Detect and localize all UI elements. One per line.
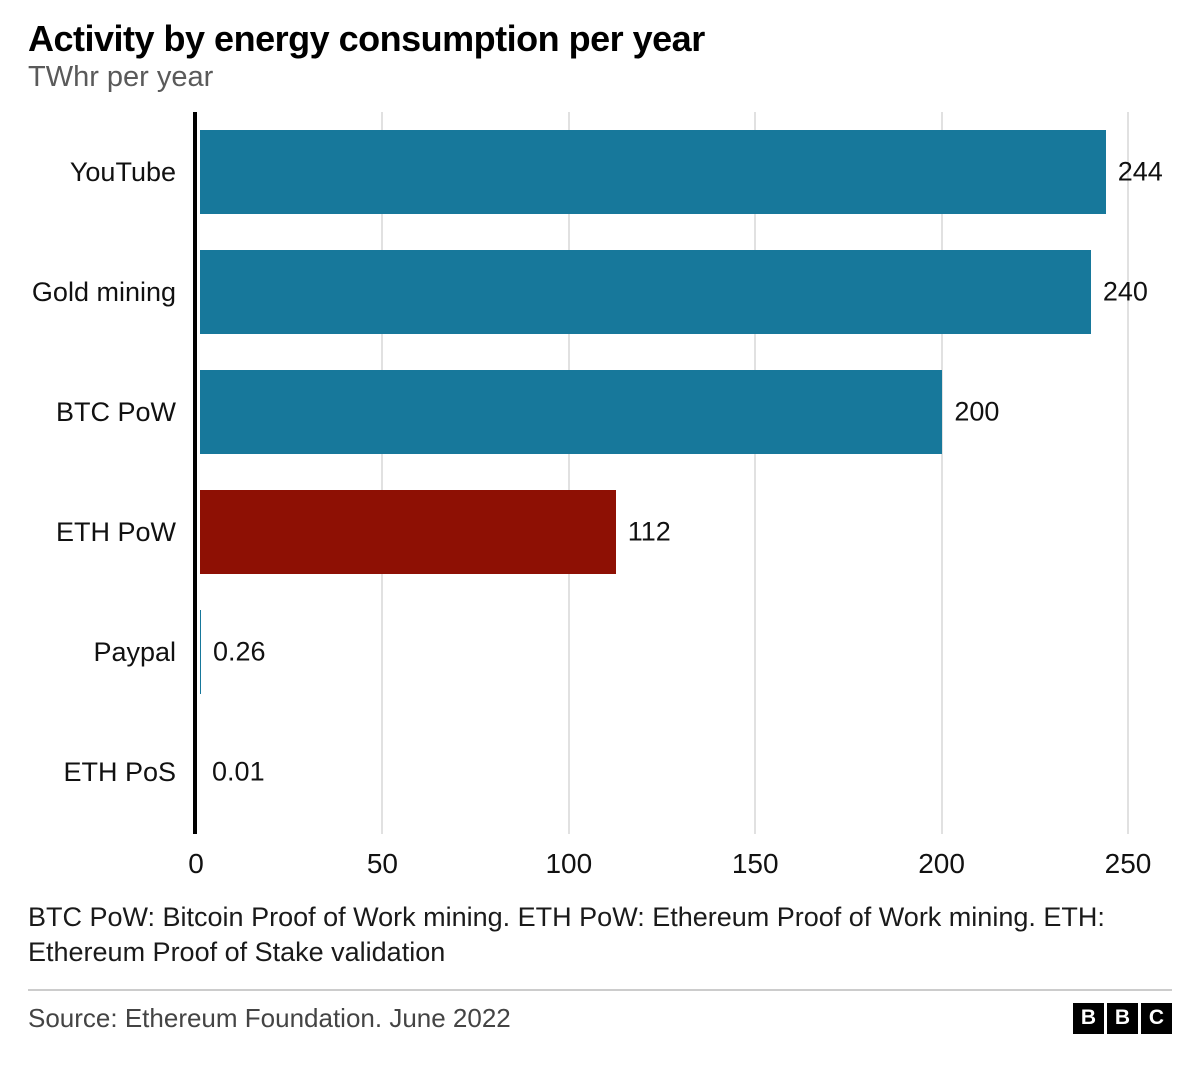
bar-track: 200 <box>200 352 1128 472</box>
gridline <box>381 112 384 835</box>
bar-chart: YouTube 244 Gold mining 240 BTC PoW 200 ETH Po… <box>28 112 1172 890</box>
bbc-logo: B B C <box>1073 1002 1172 1034</box>
bar-track: 240 <box>200 232 1148 352</box>
category-label: ETH PoS <box>63 756 176 787</box>
category-label: Paypal <box>93 636 176 667</box>
bar-track: 112 <box>200 472 1128 592</box>
x-tick-label: 50 <box>366 848 398 880</box>
value-label: 0.26 <box>212 636 266 667</box>
bbc-logo-letter: B <box>1107 1002 1138 1034</box>
bbc-logo-letter: C <box>1141 1002 1172 1034</box>
gridline <box>1127 112 1129 835</box>
bar <box>200 250 1091 335</box>
bar-track: 0.26 <box>200 592 1128 712</box>
y-axis-line <box>193 112 197 835</box>
value-label: 0.01 <box>212 756 265 787</box>
x-tick-label: 0 <box>188 848 204 880</box>
bar-row: BTC PoW 200 <box>28 352 1172 472</box>
bar-rows: YouTube 244 Gold mining 240 BTC PoW 200 ETH Po… <box>28 112 1172 832</box>
gridline <box>940 112 943 835</box>
gridline-layer <box>196 112 1129 835</box>
x-tick-label: 150 <box>731 848 779 880</box>
bar-track: 0.01 <box>200 712 1128 832</box>
category-label: BTC PoW <box>55 396 176 427</box>
bar <box>200 610 201 695</box>
bar-row: ETH PoW 112 <box>28 472 1172 592</box>
value-label: 240 <box>1102 276 1148 307</box>
value-label: 112 <box>627 516 671 547</box>
footer-divider <box>28 988 1172 991</box>
bar <box>200 130 1106 215</box>
chart-footnote: BTC PoW: Bitcoin Proof of Work mining. E… <box>28 902 1105 968</box>
x-tick-label: 250 <box>1104 848 1152 880</box>
source-text: Source: Ethereum Foundation. June 2022 <box>28 1002 511 1033</box>
category-label: Gold mining <box>31 276 176 307</box>
bar-row: Paypal 0.26 <box>28 592 1172 712</box>
category-label: YouTube <box>69 156 176 187</box>
bbc-logo-letter: B <box>1073 1002 1104 1034</box>
x-tick-label: 200 <box>918 848 965 880</box>
bar <box>200 370 943 455</box>
chart-title: Activity by energy consumption per year <box>28 18 705 59</box>
bar-row: ETH PoS 0.01 <box>28 712 1172 832</box>
bar <box>200 490 616 575</box>
source-row: Source: Ethereum Foundation. June 2022 B… <box>28 1002 1172 1034</box>
value-label: 244 <box>1117 156 1163 187</box>
category-label: ETH PoW <box>55 516 176 547</box>
bar-track: 244 <box>200 112 1163 232</box>
bar-row: YouTube 244 <box>28 112 1172 232</box>
gridline <box>567 112 570 835</box>
x-tick-label: 100 <box>545 848 593 880</box>
x-axis-ticks: 0 50 100 150 200 250 <box>188 842 1151 886</box>
value-label: 200 <box>954 396 1000 427</box>
gridline <box>754 112 757 835</box>
bar-row: Gold mining 240 <box>28 232 1172 352</box>
chart-subtitle: TWhr per year <box>28 61 214 94</box>
